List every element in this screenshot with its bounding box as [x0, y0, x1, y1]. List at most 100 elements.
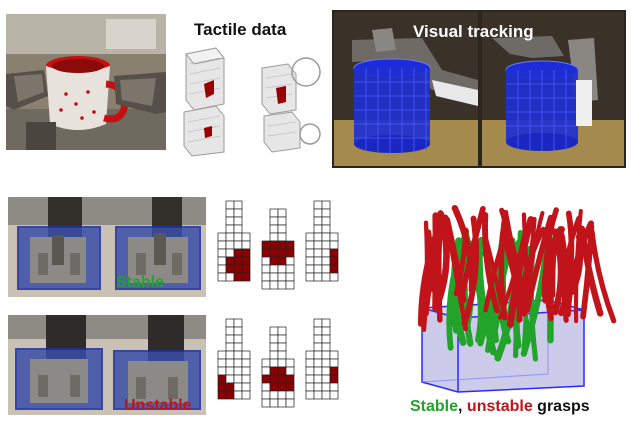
- tactile-cell: [233, 350, 243, 360]
- tactile-cell: [217, 366, 227, 376]
- tactile-cell: [277, 374, 287, 384]
- tactile-cell: [217, 232, 227, 242]
- tactile-cell: [225, 272, 235, 282]
- tactile-cell: [329, 374, 339, 384]
- tactile-cell: [305, 232, 315, 242]
- tactile-cell: [285, 264, 295, 274]
- tactile-cell: [321, 382, 331, 392]
- tactile-cell: [217, 390, 227, 400]
- unstable-grasp-photo-1: [8, 315, 108, 415]
- tactile-cell: [313, 342, 323, 352]
- tactile-cell: [321, 240, 331, 250]
- tactile-cell: [329, 248, 339, 258]
- tactile-cell: [241, 248, 251, 258]
- tactile-cell: [233, 326, 243, 336]
- unstable-grasp-stroke: [564, 220, 594, 318]
- tactile-cell: [233, 374, 243, 384]
- tactile-cell: [313, 350, 323, 360]
- caption-grasps: grasps: [537, 398, 590, 415]
- tactile-cell: [285, 248, 295, 258]
- tactile-cell: [305, 382, 315, 392]
- gripper-mug-photo: [6, 14, 166, 150]
- unstable-grasp-stroke: [524, 214, 554, 313]
- tactile-cell: [269, 280, 279, 290]
- tactile-cell: [277, 240, 287, 250]
- tactile-cell: [241, 264, 251, 274]
- unstable-grasp-photo-2: [108, 315, 206, 415]
- tactile-cell: [225, 350, 235, 360]
- unstable-tactile-grid-1: [217, 318, 251, 400]
- unstable-grasp-stroke: [444, 216, 467, 304]
- tactile-cell: [277, 272, 287, 282]
- tactile-cell: [277, 224, 287, 234]
- tactile-cell: [313, 264, 323, 274]
- tactile-cell: [225, 374, 235, 384]
- unstable-grasp-stroke: [503, 212, 523, 323]
- tactile-cell: [225, 232, 235, 242]
- tactile-cell: [321, 318, 331, 328]
- tactile-cell: [285, 272, 295, 282]
- tactile-cell: [285, 374, 295, 384]
- tactile-cell: [313, 326, 323, 336]
- tactile-cell: [233, 366, 243, 376]
- tactile-cell: [233, 342, 243, 352]
- tactile-cell: [225, 264, 235, 274]
- tactile-cell: [329, 366, 339, 376]
- tactile-cell: [277, 350, 287, 360]
- tactile-cell: [269, 248, 279, 258]
- tactile-cell: [269, 256, 279, 266]
- tactile-cell: [313, 224, 323, 234]
- tactile-cell: [305, 366, 315, 376]
- tactile-cell: [233, 256, 243, 266]
- tactile-cell: [313, 366, 323, 376]
- tactile-cell: [285, 358, 295, 368]
- tactile-cell: [313, 358, 323, 368]
- tactile-cell: [225, 382, 235, 392]
- tactile-cell: [261, 398, 271, 408]
- tactile-cell: [217, 256, 227, 266]
- stable-tactile-grid-3: [305, 200, 339, 282]
- tactile-cell: [329, 350, 339, 360]
- tactile-cell: [261, 248, 271, 258]
- tactile-cell: [285, 398, 295, 408]
- tactile-cell: [305, 350, 315, 360]
- tactile-cell: [241, 240, 251, 250]
- stable-grasp-photo-2: [108, 197, 206, 297]
- tactile-cell: [277, 342, 287, 352]
- tactile-cell: [269, 350, 279, 360]
- tactile-cell: [277, 248, 287, 258]
- unstable-grasp-stroke: [483, 231, 508, 313]
- unstable-grasp-stroke: [506, 216, 535, 328]
- tactile-cell: [241, 374, 251, 384]
- tactile-cell: [225, 216, 235, 226]
- tactile-cell: [233, 200, 243, 210]
- tactile-cell: [305, 374, 315, 384]
- unstable-grasp-stroke: [451, 204, 476, 294]
- tactile-cell: [269, 334, 279, 344]
- tactile-cell: [329, 240, 339, 250]
- tactile-cell: [321, 342, 331, 352]
- tactile-cell: [269, 366, 279, 376]
- tactile-cell: [313, 318, 323, 328]
- tactile-cell: [269, 390, 279, 400]
- tactile-cell: [261, 374, 271, 384]
- tactile-cell: [313, 382, 323, 392]
- tactile-cell: [217, 350, 227, 360]
- tactile-cell: [329, 390, 339, 400]
- tactile-cell: [269, 216, 279, 226]
- tactile-cell: [305, 390, 315, 400]
- tactile-cell: [313, 208, 323, 218]
- tactile-cell: [241, 382, 251, 392]
- visual-tracking-label: Visual tracking: [413, 22, 534, 41]
- tactile-cell: [261, 280, 271, 290]
- tactile-cell: [277, 334, 287, 344]
- tactile-cell: [313, 248, 323, 258]
- tactile-cell: [233, 318, 243, 328]
- unstable-tactile-grid-2: [261, 326, 295, 408]
- tactile-cell: [305, 358, 315, 368]
- tactile-cell: [321, 334, 331, 344]
- stable-grasp-stroke: [446, 229, 470, 351]
- tactile-cell: [285, 366, 295, 376]
- tactile-cell: [261, 264, 271, 274]
- tactile-cell: [225, 318, 235, 328]
